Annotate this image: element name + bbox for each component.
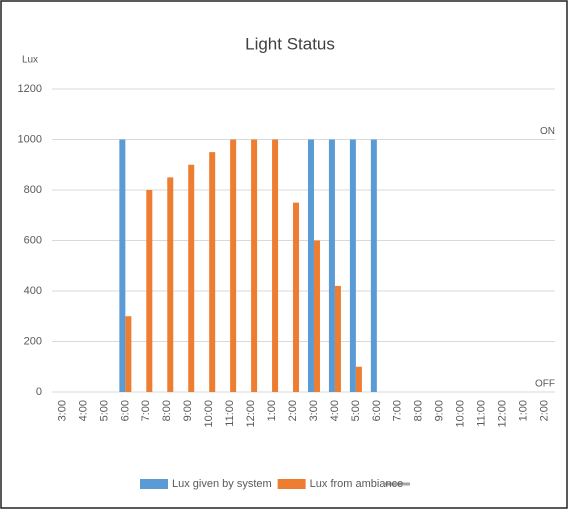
x-tick-label: 10:00 — [203, 400, 215, 428]
y-tick-label: 200 — [24, 335, 42, 347]
y-tick-label: 400 — [24, 285, 42, 297]
bar — [146, 190, 153, 392]
x-tick-label: 9:00 — [182, 400, 194, 421]
x-tick-label: 3:00 — [308, 400, 320, 421]
bar — [125, 316, 132, 392]
x-tick-label: 4:00 — [77, 400, 89, 421]
x-tick-label: 1:00 — [517, 400, 529, 421]
y-tick-label: 1200 — [18, 83, 42, 95]
x-tick-label: 10:00 — [455, 400, 467, 428]
x-tick-label: 12:00 — [497, 400, 509, 428]
bar — [119, 139, 126, 392]
legend-swatch — [140, 479, 168, 489]
legend-label: Lux given by system — [172, 478, 272, 490]
bar — [370, 139, 377, 392]
x-tick-label: 6:00 — [119, 400, 131, 421]
annotation: ON — [540, 126, 555, 137]
bar — [230, 139, 237, 392]
y-axis-label: Lux — [22, 55, 38, 66]
y-tick-label: 600 — [24, 234, 42, 246]
x-tick-label: 1:00 — [266, 400, 278, 421]
x-tick-label: 6:00 — [371, 400, 383, 421]
bar — [334, 285, 341, 392]
x-tick-label: 9:00 — [434, 400, 446, 421]
x-tick-label: 12:00 — [245, 400, 257, 428]
bar — [307, 139, 314, 392]
y-tick-label: 0 — [36, 386, 42, 398]
x-tick-label: 2:00 — [538, 400, 550, 421]
bar — [251, 139, 258, 392]
x-tick-label: 11:00 — [476, 400, 488, 427]
x-tick-label: 7:00 — [392, 400, 404, 421]
x-tick-label: 11:00 — [224, 400, 236, 427]
chart-title: Light Status — [245, 34, 335, 53]
x-tick-label: 3:00 — [56, 400, 68, 421]
bar — [188, 164, 195, 392]
bar — [355, 366, 362, 392]
x-tick-label: 5:00 — [350, 400, 362, 421]
bar — [272, 139, 279, 392]
bar — [349, 139, 356, 392]
x-tick-label: 8:00 — [161, 400, 173, 421]
x-tick-label: 7:00 — [140, 400, 152, 421]
x-tick-label: 4:00 — [329, 400, 341, 421]
bar — [313, 240, 320, 392]
bar — [328, 139, 335, 392]
annotation: OFF — [535, 379, 555, 390]
bar — [167, 177, 174, 392]
x-tick-label: 8:00 — [413, 400, 425, 421]
bar — [293, 202, 300, 392]
y-tick-label: 800 — [24, 184, 42, 196]
y-tick-label: 1000 — [18, 133, 42, 145]
x-tick-label: 5:00 — [98, 400, 110, 421]
bar — [209, 152, 216, 392]
x-tick-label: 2:00 — [287, 400, 299, 421]
legend-label: Lux from ambiance — [310, 478, 404, 490]
legend-swatch — [277, 479, 306, 489]
